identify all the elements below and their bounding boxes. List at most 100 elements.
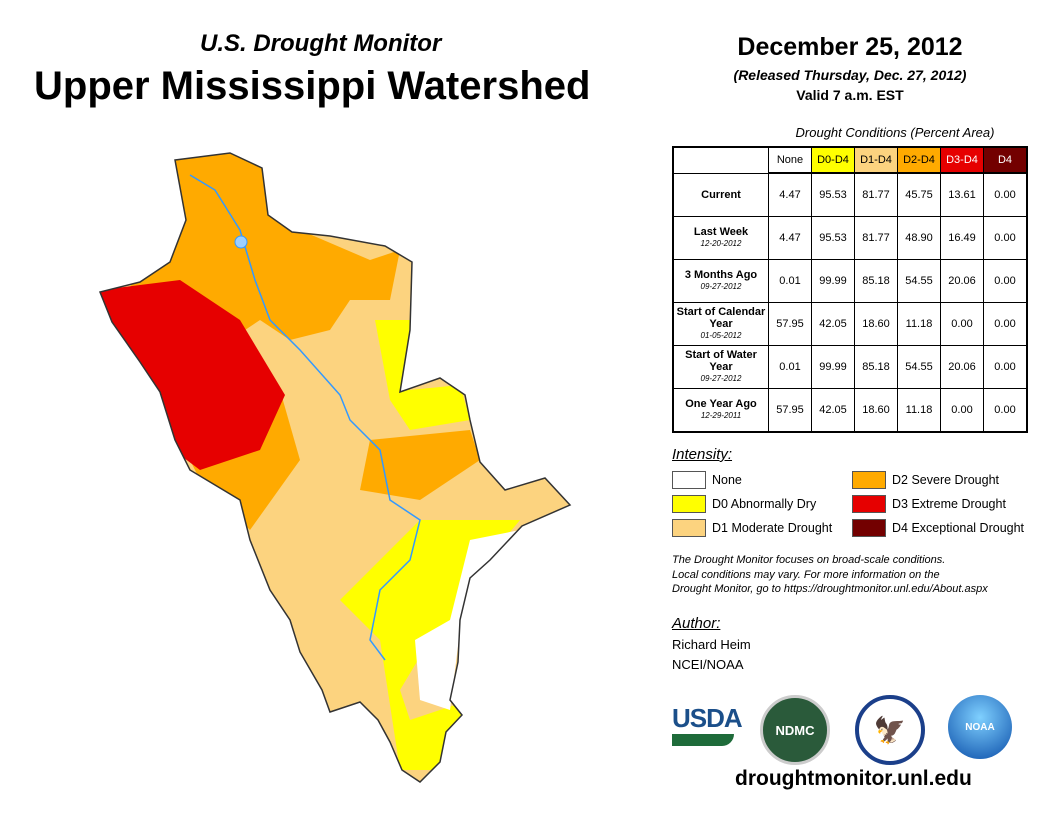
legend-item: D0 Abnormally Dry (672, 495, 816, 513)
cell-value: 0.00 (983, 302, 1028, 346)
d0-region (340, 320, 520, 770)
legend-item: D3 Extreme Drought (852, 495, 1006, 513)
cell-value: 81.77 (854, 172, 898, 217)
cell-value: 42.05 (811, 388, 855, 433)
disclaimer-note: The Drought Monitor focuses on broad-sca… (672, 553, 988, 597)
cell-value: 11.18 (897, 302, 941, 346)
legend-swatch (852, 519, 886, 537)
table-row: Last Week 12-20-2012 4.47 95.53 81.77 48.90 16… (672, 216, 1028, 260)
cell-value: 0.00 (983, 216, 1028, 260)
cell-value: 95.53 (811, 216, 855, 260)
usda-logo: USDA (672, 703, 743, 746)
column-header: D0-D4 (811, 146, 855, 174)
column-header: D1-D4 (854, 146, 898, 174)
footer-url[interactable]: droughtmonitor.unl.edu (735, 767, 972, 790)
legend-label: D4 Exceptional Drought (892, 521, 1025, 535)
legend-label: D1 Moderate Drought (712, 521, 833, 535)
row-date: 09-27-2012 (700, 374, 742, 383)
cell-value: 85.18 (854, 259, 898, 303)
note-line: Local conditions may vary. For more info… (672, 568, 940, 581)
legend-title: Intensity: (672, 446, 733, 463)
cell-value: 20.06 (940, 345, 984, 389)
noaa-logo: NOAA (948, 695, 1012, 759)
legend-label: None (712, 473, 742, 487)
author-org: NCEI/NOAA (672, 657, 744, 672)
table-caption: Drought Conditions (Percent Area) (795, 125, 995, 140)
watershed-map (98, 152, 572, 783)
map-title: Upper Mississippi Watershed (34, 64, 591, 108)
cell-value: 18.60 (854, 388, 898, 433)
cell-value: 0.00 (940, 302, 984, 346)
row-date: 12-20-2012 (700, 239, 742, 248)
legend-item: D4 Exceptional Drought (852, 519, 1024, 537)
cell-value: 95.53 (811, 172, 855, 217)
row-date: 01-05-2012 (700, 331, 742, 340)
note-line: Drought Monitor, go to https://droughtmo… (672, 583, 988, 595)
usda-logo-text: USDA (672, 703, 743, 733)
cell-value: 16.49 (940, 216, 984, 260)
legend-item: D1 Moderate Drought (672, 519, 832, 537)
d2-region-east (360, 430, 480, 500)
legend-swatch (852, 495, 886, 513)
cell-value: 0.00 (983, 388, 1028, 433)
row-label-text: Last Week (693, 226, 749, 238)
legend-label: D2 Severe Drought (892, 473, 1000, 487)
row-date: 09-27-2012 (700, 282, 742, 291)
legend-label: D0 Abnormally Dry (712, 497, 817, 511)
legend-swatch (672, 471, 706, 489)
drought-conditions-table: None D0-D4 D1-D4 D2-D4 D3-D4 D4 Current 4.47 95.… (672, 146, 1028, 433)
cell-value: 85.18 (854, 345, 898, 389)
cell-value: 81.77 (854, 216, 898, 260)
legend-swatch (852, 471, 886, 489)
cell-value: 54.55 (897, 345, 941, 389)
author-title: Author: (672, 615, 721, 632)
cell-value: 4.47 (768, 216, 812, 260)
row-label: Start of Calendar Year 01-05-2012 (672, 302, 769, 346)
row-label-text: Start of Calendar Year (676, 306, 766, 330)
column-header: D4 (983, 146, 1028, 174)
none-region (415, 530, 520, 710)
cell-value: 0.00 (983, 345, 1028, 389)
row-label-text: One Year Ago (685, 398, 757, 410)
cell-value: 48.90 (897, 216, 941, 260)
legend-swatch (672, 519, 706, 537)
legend-item: None (672, 471, 742, 489)
cell-value: 18.60 (854, 302, 898, 346)
cell-value: 0.00 (983, 259, 1028, 303)
column-header: None (768, 146, 812, 174)
legend-label: D3 Extreme Drought (892, 497, 1006, 511)
commerce-seal-icon: 🦅 (855, 695, 925, 765)
table-row: Current 4.47 95.53 81.77 45.75 13.61 0.00 (672, 172, 1028, 217)
row-label: Start of Water Year 09-27-2012 (672, 345, 769, 389)
cell-value: 20.06 (940, 259, 984, 303)
cell-value: 99.99 (811, 345, 855, 389)
row-label: Last Week 12-20-2012 (672, 216, 769, 260)
lake (234, 235, 248, 249)
d3-region (100, 280, 285, 470)
cell-value: 13.61 (940, 172, 984, 217)
map-subtitle: U.S. Drought Monitor (200, 30, 442, 57)
row-label: Current (672, 172, 769, 217)
column-header: D3-D4 (940, 146, 984, 174)
cell-value: 42.05 (811, 302, 855, 346)
cell-value: 0.00 (940, 388, 984, 433)
cell-value: 0.01 (768, 345, 812, 389)
cell-value: 57.95 (768, 302, 812, 346)
note-line: The Drought Monitor focuses on broad-sca… (672, 554, 946, 566)
legend-item: D2 Severe Drought (852, 471, 999, 489)
cell-value: 57.95 (768, 388, 812, 433)
row-label-text: Current (701, 188, 741, 201)
valid-time: Valid 7 a.m. EST (796, 87, 904, 103)
cell-value: 4.47 (768, 172, 812, 217)
row-label-text: Start of Water Year (685, 349, 757, 373)
cell-value: 0.00 (983, 172, 1028, 217)
table-row: 3 Months Ago 09-27-2012 0.01 99.99 85.18 54.5… (672, 259, 1028, 303)
cell-value: 45.75 (897, 172, 941, 217)
map-date: December 25, 2012 (737, 33, 963, 61)
release-date: (Released Thursday, Dec. 27, 2012) (733, 67, 967, 83)
table-row: Start of Calendar Year 01-05-2012 57.95 42.… (672, 302, 1028, 346)
table-row: One Year Ago 12-29-2011 57.95 42.05 18.60 11.… (672, 388, 1028, 433)
row-date: 12-29-2011 (700, 411, 742, 420)
author-name: Richard Heim (672, 637, 751, 652)
